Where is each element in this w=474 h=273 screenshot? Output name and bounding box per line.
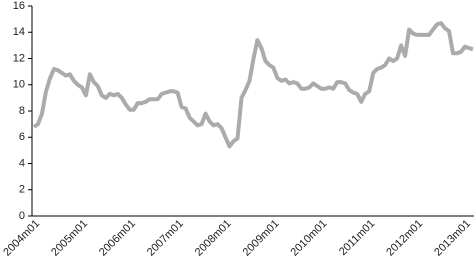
y-tick-label: 10 <box>13 79 25 91</box>
x-tick-label: 2013m01 <box>432 218 473 259</box>
x-tick-label: 2009m01 <box>241 218 282 259</box>
x-tick-label: 2006m01 <box>97 218 138 259</box>
x-tick-label: 2010m01 <box>289 218 330 259</box>
y-tick-label: 12 <box>13 52 25 64</box>
y-tick-label: 8 <box>19 105 25 117</box>
y-tick-label: 14 <box>13 26 25 38</box>
y-tick-label: 6 <box>19 131 25 143</box>
y-tick-label: 16 <box>13 0 25 12</box>
y-tick-label: 2 <box>19 184 25 196</box>
x-tick-label: 2005m01 <box>49 218 90 259</box>
x-tick-label: 2008m01 <box>193 218 234 259</box>
y-tick-label: 0 <box>19 210 25 222</box>
x-tick-label: 2012m01 <box>384 218 425 259</box>
x-tick-label: 2004m01 <box>1 218 42 259</box>
x-tick-label: 2007m01 <box>145 218 186 259</box>
x-tick-label: 2011m01 <box>337 218 377 258</box>
y-tick-label: 4 <box>19 157 25 169</box>
data-line <box>32 21 474 149</box>
